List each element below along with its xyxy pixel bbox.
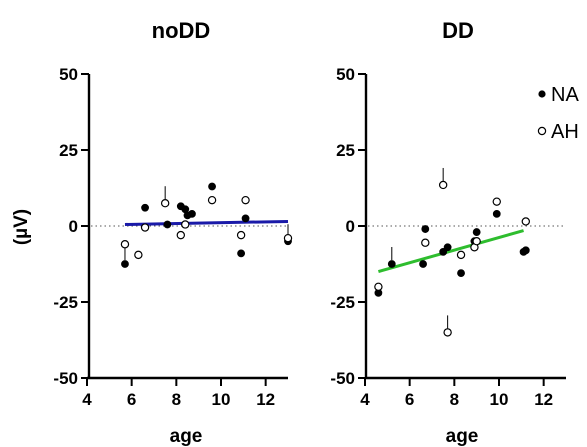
point-na bbox=[421, 225, 430, 233]
y-tick-label: 50 bbox=[59, 65, 78, 84]
point-ah bbox=[443, 328, 452, 337]
y-tick-label: 25 bbox=[336, 141, 355, 160]
x-axis-label: age bbox=[446, 426, 479, 447]
point-ah bbox=[241, 195, 250, 205]
x-tick-label: 12 bbox=[534, 390, 553, 409]
trend-line bbox=[124, 219, 289, 226]
point-ah bbox=[160, 198, 170, 208]
point-ah bbox=[374, 282, 383, 291]
legend-marker-na bbox=[538, 90, 546, 98]
point-na bbox=[419, 260, 427, 268]
trend-line bbox=[377, 229, 524, 274]
legend-marker-ah bbox=[537, 126, 547, 136]
point-na bbox=[237, 249, 245, 258]
point-ah bbox=[181, 220, 190, 229]
point-ah bbox=[438, 180, 448, 190]
legend-label-na: NA bbox=[551, 84, 579, 106]
x-tick-label: 10 bbox=[212, 390, 231, 409]
y-tick-label: 25 bbox=[59, 141, 78, 160]
point-ah bbox=[492, 197, 501, 206]
point-na bbox=[387, 260, 396, 268]
point-na bbox=[163, 220, 172, 229]
point-na bbox=[241, 214, 250, 223]
point-na bbox=[521, 246, 530, 255]
point-ah bbox=[472, 236, 481, 246]
x-tick-label: 4 bbox=[360, 390, 370, 409]
point-na bbox=[443, 243, 452, 252]
x-tick-label: 6 bbox=[127, 390, 136, 409]
y-tick-label: -25 bbox=[53, 293, 78, 312]
y-tick-label: -50 bbox=[53, 369, 78, 388]
x-tick-label: 10 bbox=[490, 390, 509, 409]
point-ah bbox=[134, 250, 143, 260]
point-ah bbox=[421, 238, 430, 247]
y-tick-label: 0 bbox=[346, 217, 355, 236]
point-ah bbox=[140, 223, 150, 232]
x-tick-label: 12 bbox=[256, 390, 275, 409]
y-tick-label: -50 bbox=[330, 369, 355, 388]
y-axis-label: (µV) bbox=[11, 209, 32, 245]
y-tick-label: -25 bbox=[330, 293, 355, 312]
chart-panel-DD: DD age 50 25 0 -25 -50 4 6 8 10 12 NA AH bbox=[330, 18, 579, 447]
legend-label-ah: AH bbox=[551, 121, 579, 143]
x-tick-label: 6 bbox=[405, 390, 414, 409]
point-na bbox=[121, 260, 129, 268]
point-ah bbox=[236, 230, 246, 240]
point-ah bbox=[521, 217, 531, 226]
point-na bbox=[457, 269, 465, 278]
y-tick-label: 0 bbox=[69, 217, 78, 236]
point-ah bbox=[456, 250, 466, 260]
point-na bbox=[472, 228, 481, 236]
point-na bbox=[188, 209, 196, 218]
point-ah bbox=[283, 233, 293, 243]
chart-title: noDD bbox=[152, 18, 211, 43]
point-na bbox=[492, 209, 501, 218]
point-na bbox=[208, 182, 216, 191]
chart-panel-noDD: noDD (µV) age 50 25 0 -25 -504 6 8 10 12 bbox=[11, 18, 293, 447]
point-ah bbox=[207, 195, 217, 205]
chart-title: DD bbox=[442, 18, 474, 43]
point-ah bbox=[176, 230, 185, 240]
x-axis-label: age bbox=[170, 426, 203, 447]
y-tick-label: 50 bbox=[336, 65, 355, 84]
x-tick-label: 8 bbox=[172, 390, 181, 409]
x-tick-label: 4 bbox=[82, 390, 92, 409]
point-na bbox=[141, 203, 149, 212]
point-ah bbox=[120, 240, 130, 249]
legend: NA AH bbox=[537, 84, 579, 143]
x-tick-label: 8 bbox=[450, 390, 459, 409]
